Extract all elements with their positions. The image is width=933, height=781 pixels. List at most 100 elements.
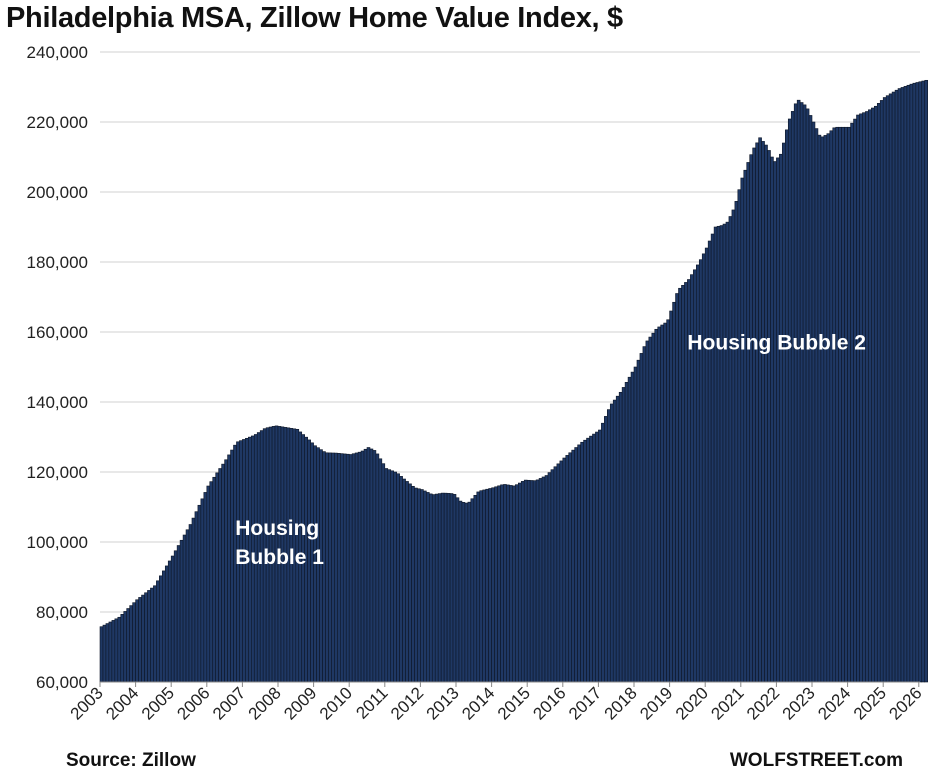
- bar: [342, 453, 347, 683]
- x-tick-label: 2010: [316, 683, 356, 723]
- bar: [598, 429, 602, 683]
- bar: [108, 621, 113, 683]
- bar: [577, 444, 581, 683]
- source-label: Source: Zillow: [66, 750, 196, 771]
- bar: [592, 433, 596, 683]
- bar: [221, 463, 225, 683]
- bar: [366, 447, 371, 683]
- bar: [212, 476, 216, 683]
- bar: [194, 511, 199, 683]
- bar: [660, 324, 664, 683]
- bar: [672, 301, 676, 683]
- bar: [437, 493, 442, 683]
- bar: [105, 623, 110, 683]
- bar: [663, 322, 667, 683]
- bar: [431, 494, 436, 683]
- x-tick-label: 2013: [423, 683, 463, 723]
- bar: [544, 475, 549, 683]
- bar: [678, 287, 682, 683]
- bar: [476, 491, 481, 683]
- bar: [173, 550, 178, 683]
- bar: [802, 104, 807, 683]
- bar: [188, 524, 193, 683]
- bar: [793, 103, 798, 683]
- bar: [372, 450, 377, 683]
- bar: [182, 534, 187, 683]
- bar: [164, 565, 169, 683]
- bar: [443, 492, 448, 683]
- bar: [387, 469, 392, 683]
- bar: [393, 471, 397, 683]
- bar: [512, 485, 516, 683]
- bar: [764, 144, 768, 683]
- x-tick-label: 2021: [707, 683, 747, 723]
- bar: [464, 502, 469, 683]
- bar: [882, 97, 887, 683]
- bar: [99, 626, 104, 683]
- bar: [111, 620, 116, 683]
- x-tick-label: 2024: [814, 683, 854, 723]
- bar: [871, 107, 875, 683]
- y-tick-label: 240,000: [27, 43, 88, 62]
- x-tick-label: 2009: [280, 683, 320, 723]
- bar: [779, 153, 783, 683]
- bar: [185, 529, 190, 683]
- x-tick-label: 2014: [458, 683, 498, 723]
- x-tick-label: 2007: [209, 683, 249, 723]
- bar: [138, 597, 142, 683]
- bar: [868, 109, 872, 683]
- bar: [526, 479, 531, 683]
- bar: [787, 118, 792, 683]
- x-tick-label: 2015: [494, 683, 534, 723]
- x-tick-label: 2012: [387, 683, 427, 723]
- bar: [888, 93, 893, 683]
- bar: [838, 126, 842, 683]
- y-tick-label: 80,000: [36, 603, 88, 622]
- bar: [494, 486, 498, 683]
- bar: [885, 95, 890, 683]
- bar: [200, 498, 205, 683]
- bar: [411, 485, 415, 683]
- bar: [209, 481, 214, 683]
- bar: [645, 340, 650, 683]
- bar: [126, 608, 130, 683]
- bar: [817, 134, 822, 683]
- bar: [224, 459, 228, 683]
- bar: [755, 142, 759, 683]
- bar: [135, 599, 139, 683]
- bar: [903, 86, 908, 683]
- bar: [345, 453, 350, 683]
- bar: [509, 485, 513, 683]
- bar: [749, 154, 753, 683]
- bar: [363, 448, 368, 683]
- bar: [325, 452, 329, 683]
- bar: [156, 580, 160, 683]
- bar: [348, 454, 353, 683]
- bar: [651, 332, 656, 683]
- bar: [559, 460, 564, 683]
- bar: [482, 489, 486, 683]
- bar: [470, 498, 475, 683]
- bar: [440, 492, 445, 683]
- bar: [523, 479, 528, 683]
- bar: [455, 497, 460, 683]
- bar: [862, 112, 866, 683]
- x-tick-label: 2004: [102, 683, 142, 723]
- bar: [604, 416, 608, 683]
- bar: [144, 592, 148, 683]
- bar: [129, 605, 133, 683]
- bar: [716, 225, 721, 683]
- bar: [191, 517, 196, 683]
- bar: [894, 89, 899, 683]
- bar: [618, 391, 623, 683]
- bar: [479, 490, 484, 683]
- bar: [865, 111, 869, 683]
- bar: [574, 447, 578, 683]
- bar: [853, 118, 857, 683]
- bar: [331, 452, 335, 683]
- bar: [826, 133, 831, 683]
- bar: [405, 481, 409, 683]
- y-tick-label: 180,000: [27, 253, 88, 272]
- bar: [488, 488, 492, 683]
- x-tick-label: 2008: [245, 683, 285, 723]
